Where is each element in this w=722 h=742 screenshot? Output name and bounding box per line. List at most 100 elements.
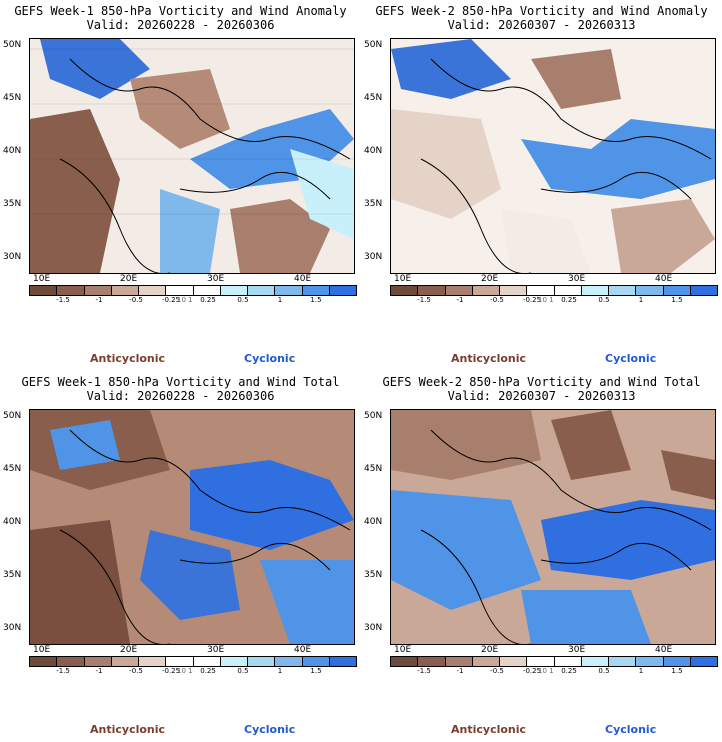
colorbar-bin: [636, 657, 664, 666]
colorbar-bin: [609, 286, 637, 295]
colorbar-tick: 0.5: [237, 667, 249, 675]
panel-valid-dates: Valid: 20260307 - 20260313: [447, 18, 636, 32]
panel-title: GEFS Week-2 850-hPa Vorticity and Wind T…: [382, 375, 701, 389]
colorbar-tick: 0.25: [200, 667, 216, 675]
colorbar-tick: -0.5: [490, 296, 504, 304]
colorbar-bin: [554, 286, 582, 295]
scale-text: 10 1: [538, 667, 554, 675]
panel-title: GEFS Week-2 850-hPa Vorticity and Wind A…: [375, 4, 708, 18]
colorbar-tick: -1: [456, 296, 464, 304]
lon-label: 40E: [294, 274, 312, 284]
colorbar-tick: 0.25: [561, 667, 577, 675]
cyclonic-label: Cyclonic: [244, 723, 296, 736]
colorbar-bin: [329, 657, 356, 666]
colorbar-bin: [391, 286, 419, 295]
colorbar-tick: -1.5: [417, 296, 431, 304]
lon-label: 10E: [394, 645, 412, 655]
lon-label: 40E: [294, 645, 312, 655]
lat-label: 35N: [364, 570, 383, 580]
lat-label: 50N: [3, 40, 22, 50]
vorticity-map: [390, 409, 716, 645]
colorbar-tick: -1.5: [56, 296, 70, 304]
vorticity-map: [390, 38, 716, 274]
anticyclonic-label: Anticyclonic: [451, 352, 527, 365]
lon-label: 30E: [207, 274, 225, 284]
lon-label: 10E: [394, 274, 412, 284]
colorbar-bin: [527, 286, 555, 295]
lat-label: 35N: [3, 199, 22, 209]
colorbar-bin: [220, 286, 248, 295]
colorbar-bin: [663, 286, 691, 295]
colorbar-bin: [636, 286, 664, 295]
colorbar-bin: [57, 286, 85, 295]
cyclonic-label: Cyclonic: [605, 352, 657, 365]
colorbar-bin: [690, 286, 717, 295]
colorbar-bin: [248, 657, 276, 666]
scale-text: 10 1: [177, 296, 193, 304]
colorbar-tick: 1: [277, 296, 283, 304]
lat-label: 45N: [3, 93, 22, 103]
panel-week1-anomaly: GEFS Week-1 850-hPa Vorticity and Wind A…: [0, 0, 361, 371]
colorbar-tick: 1: [277, 667, 283, 675]
colorbar: [390, 656, 718, 667]
colorbar-tick: -0.25: [161, 667, 181, 675]
lon-label: 20E: [481, 645, 499, 655]
colorbar-bin: [663, 657, 691, 666]
lat-label: 30N: [3, 623, 22, 633]
colorbar-bin: [139, 657, 167, 666]
colorbar-bin: [391, 657, 419, 666]
colorbar-bin: [111, 657, 139, 666]
lon-label: 20E: [481, 274, 499, 284]
lon-label: 40E: [655, 274, 673, 284]
colorbar-bin: [329, 286, 356, 295]
lat-label: 35N: [364, 199, 383, 209]
colorbar-bin: [84, 657, 112, 666]
colorbar-bin: [248, 286, 276, 295]
lat-label: 40N: [3, 146, 22, 156]
anticyclonic-label: Anticyclonic: [90, 352, 166, 365]
lat-label: 30N: [3, 252, 22, 262]
colorbar-bin: [139, 286, 167, 295]
colorbar-bin: [111, 286, 139, 295]
colorbar-bin: [84, 286, 112, 295]
lon-label: 30E: [568, 645, 586, 655]
colorbar-bin: [609, 657, 637, 666]
panel-title: GEFS Week-1 850-hPa Vorticity and Wind A…: [14, 4, 347, 18]
colorbar-tick: -0.25: [161, 296, 181, 304]
panel-week2-anomaly: GEFS Week-2 850-hPa Vorticity and Wind A…: [361, 0, 722, 371]
colorbar-tick: 1.5: [671, 296, 683, 304]
colorbar-tick: -0.25: [522, 296, 542, 304]
colorbar: [390, 285, 718, 296]
lon-label: 20E: [120, 274, 138, 284]
lon-label: 40E: [655, 645, 673, 655]
colorbar: [29, 656, 357, 667]
lat-label: 50N: [364, 411, 383, 421]
lat-label: 45N: [364, 93, 383, 103]
colorbar: [29, 285, 357, 296]
lat-label: 30N: [364, 623, 383, 633]
colorbar-tick: 0.5: [237, 296, 249, 304]
colorbar-bin: [193, 657, 221, 666]
lat-label: 40N: [364, 146, 383, 156]
colorbar-bin: [690, 657, 717, 666]
colorbar-bin: [418, 286, 446, 295]
colorbar-bin: [166, 657, 194, 666]
colorbar-bin: [445, 286, 473, 295]
colorbar-tick: 1.5: [310, 667, 322, 675]
colorbar-tick: 0.5: [598, 296, 610, 304]
colorbar-tick: -0.5: [129, 667, 143, 675]
colorbar-tick: -1.5: [56, 667, 70, 675]
lat-label: 45N: [3, 464, 22, 474]
colorbar-tick: 0.5: [598, 667, 610, 675]
lat-label: 45N: [364, 464, 383, 474]
colorbar-bin: [500, 657, 528, 666]
lat-label: 50N: [364, 40, 383, 50]
colorbar-bin: [220, 657, 248, 666]
colorbar-tick: -1: [95, 667, 103, 675]
lat-label: 40N: [364, 517, 383, 527]
lon-label: 10E: [33, 274, 51, 284]
lon-label: 20E: [120, 645, 138, 655]
scale-text: 10 1: [177, 667, 193, 675]
colorbar-bin: [581, 657, 609, 666]
colorbar-tick: -1: [456, 667, 464, 675]
